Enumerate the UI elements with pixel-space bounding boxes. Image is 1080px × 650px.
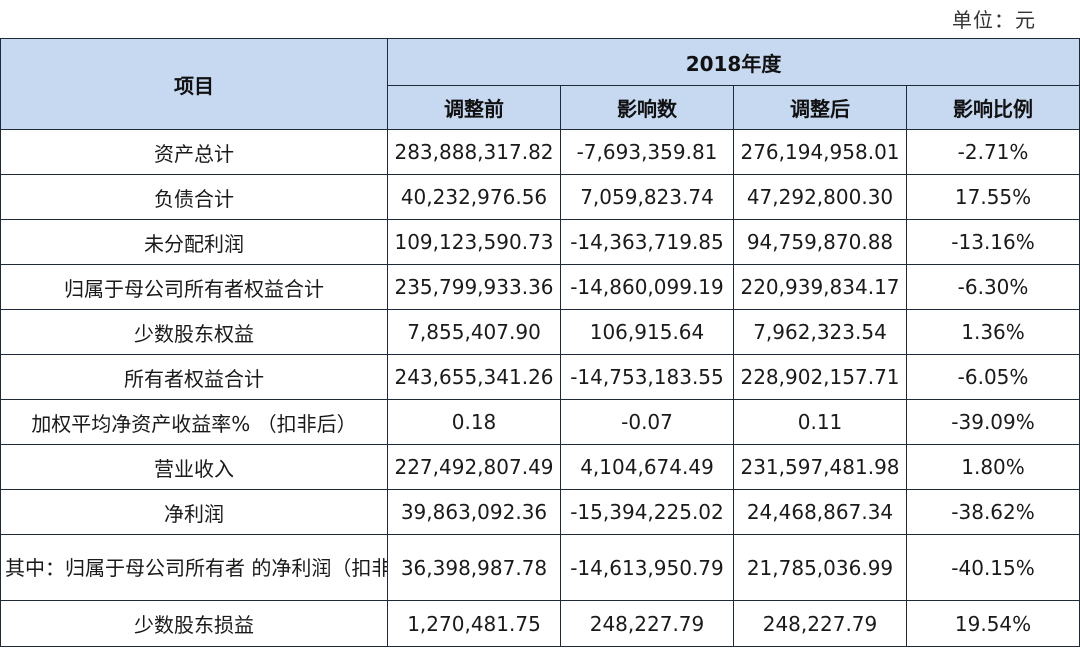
cell-after: 231,597,481.98 [733, 444, 907, 490]
table-row: 归属于母公司所有者权益合计 235,799,933.36 -14,860,099… [0, 264, 1080, 310]
cell-after: 47,292,800.30 [733, 174, 907, 220]
column-header-before: 调整前 [387, 85, 561, 130]
cell-after: 220,939,834.17 [733, 264, 907, 310]
row-label: 其中：归属于母公司所有者 的净利润（扣非后） [0, 534, 388, 601]
cell-after: 276,194,958.01 [733, 129, 907, 175]
cell-impact: -0.07 [560, 399, 734, 445]
cell-before: 243,655,341.26 [387, 354, 561, 400]
table-row: 未分配利润 109,123,590.73 -14,363,719.85 94,7… [0, 219, 1080, 265]
row-label: 资产总计 [0, 129, 388, 175]
cell-before: 283,888,317.82 [387, 129, 561, 175]
table-row: 营业收入 227,492,807.49 4,104,674.49 231,597… [0, 444, 1080, 490]
cell-before: 40,232,976.56 [387, 174, 561, 220]
row-label: 负债合计 [0, 174, 388, 220]
cell-ratio: 1.36% [905, 309, 1080, 355]
table-row: 少数股东权益 7,855,407.90 106,915.64 7,962,323… [0, 309, 1080, 355]
cell-after: 0.11 [733, 399, 907, 445]
column-header-impact: 影响数 [560, 85, 734, 130]
cell-before: 1,270,481.75 [387, 600, 561, 647]
table-row: 负债合计 40,232,976.56 7,059,823.74 47,292,8… [0, 174, 1080, 220]
cell-ratio: -39.09% [905, 399, 1080, 445]
cell-after: 21,785,036.99 [733, 534, 907, 601]
table-row: 加权平均净资产收益率% （扣非后） 0.18 -0.07 0.11 -39.09… [0, 399, 1080, 445]
cell-impact: 7,059,823.74 [560, 174, 734, 220]
table-row: 资产总计 283,888,317.82 -7,693,359.81 276,19… [0, 129, 1080, 175]
cell-impact: -14,860,099.19 [560, 264, 734, 310]
cell-before: 7,855,407.90 [387, 309, 561, 355]
cell-impact: -15,394,225.02 [560, 489, 734, 535]
table-row: 净利润 39,863,092.36 -15,394,225.02 24,468,… [0, 489, 1080, 535]
cell-ratio: -13.16% [905, 219, 1080, 265]
period-header: 2018年度 [386, 38, 1080, 86]
cell-ratio: 1.80% [905, 444, 1080, 490]
cell-ratio: -40.15% [905, 534, 1080, 601]
table-row: 所有者权益合计 243,655,341.26 -14,753,183.55 22… [0, 354, 1080, 400]
header-row-columns: 调整前 影响数 调整后 影响比例 [1, 85, 1080, 130]
item-column-header: 项目 [0, 38, 388, 130]
cell-before: 227,492,807.49 [387, 444, 561, 490]
row-label: 少数股东损益 [0, 600, 388, 647]
header-row-period: 项目 2018年度 [0, 38, 1080, 130]
row-label: 营业收入 [0, 444, 388, 490]
cell-after: 94,759,870.88 [733, 219, 907, 265]
row-label: 所有者权益合计 [0, 354, 388, 400]
row-label: 加权平均净资产收益率% （扣非后） [0, 399, 388, 445]
cell-impact: -14,363,719.85 [560, 219, 734, 265]
cell-after: 228,902,157.71 [733, 354, 907, 400]
column-header-ratio: 影响比例 [905, 85, 1080, 130]
cell-impact: 4,104,674.49 [560, 444, 734, 490]
financial-adjustment-table: 项目 2018年度 调整前 影响数 调整后 影响比例 资产总计 283,888,… [0, 38, 1080, 647]
table-row: 少数股东损益 1,270,481.75 248,227.79 248,227.7… [0, 600, 1080, 647]
cell-before: 235,799,933.36 [387, 264, 561, 310]
cell-ratio: 17.55% [905, 174, 1080, 220]
cell-impact: -14,613,950.79 [560, 534, 734, 601]
cell-ratio: -38.62% [905, 489, 1080, 535]
table-row: 其中：归属于母公司所有者 的净利润（扣非后） 36,398,987.78 -14… [0, 534, 1080, 601]
cell-ratio: -2.71% [905, 129, 1080, 175]
cell-ratio: -6.30% [905, 264, 1080, 310]
cell-before: 39,863,092.36 [387, 489, 561, 535]
cell-before: 109,123,590.73 [387, 219, 561, 265]
cell-ratio: -6.05% [905, 354, 1080, 400]
row-label: 净利润 [0, 489, 388, 535]
cell-impact: -7,693,359.81 [560, 129, 734, 175]
cell-impact: -14,753,183.55 [560, 354, 734, 400]
cell-after: 24,468,867.34 [733, 489, 907, 535]
row-label: 未分配利润 [0, 219, 388, 265]
row-label: 少数股东权益 [0, 309, 388, 355]
cell-before: 0.18 [387, 399, 561, 445]
cell-after: 7,962,323.54 [733, 309, 907, 355]
cell-impact: 106,915.64 [560, 309, 734, 355]
cell-ratio: 19.54% [905, 600, 1080, 647]
cell-after: 248,227.79 [733, 600, 907, 647]
cell-impact: 248,227.79 [560, 600, 734, 647]
cell-before: 36,398,987.78 [387, 534, 561, 601]
unit-label: 单位：元 [952, 8, 1036, 32]
column-header-after: 调整后 [733, 85, 907, 130]
row-label: 归属于母公司所有者权益合计 [0, 264, 388, 310]
